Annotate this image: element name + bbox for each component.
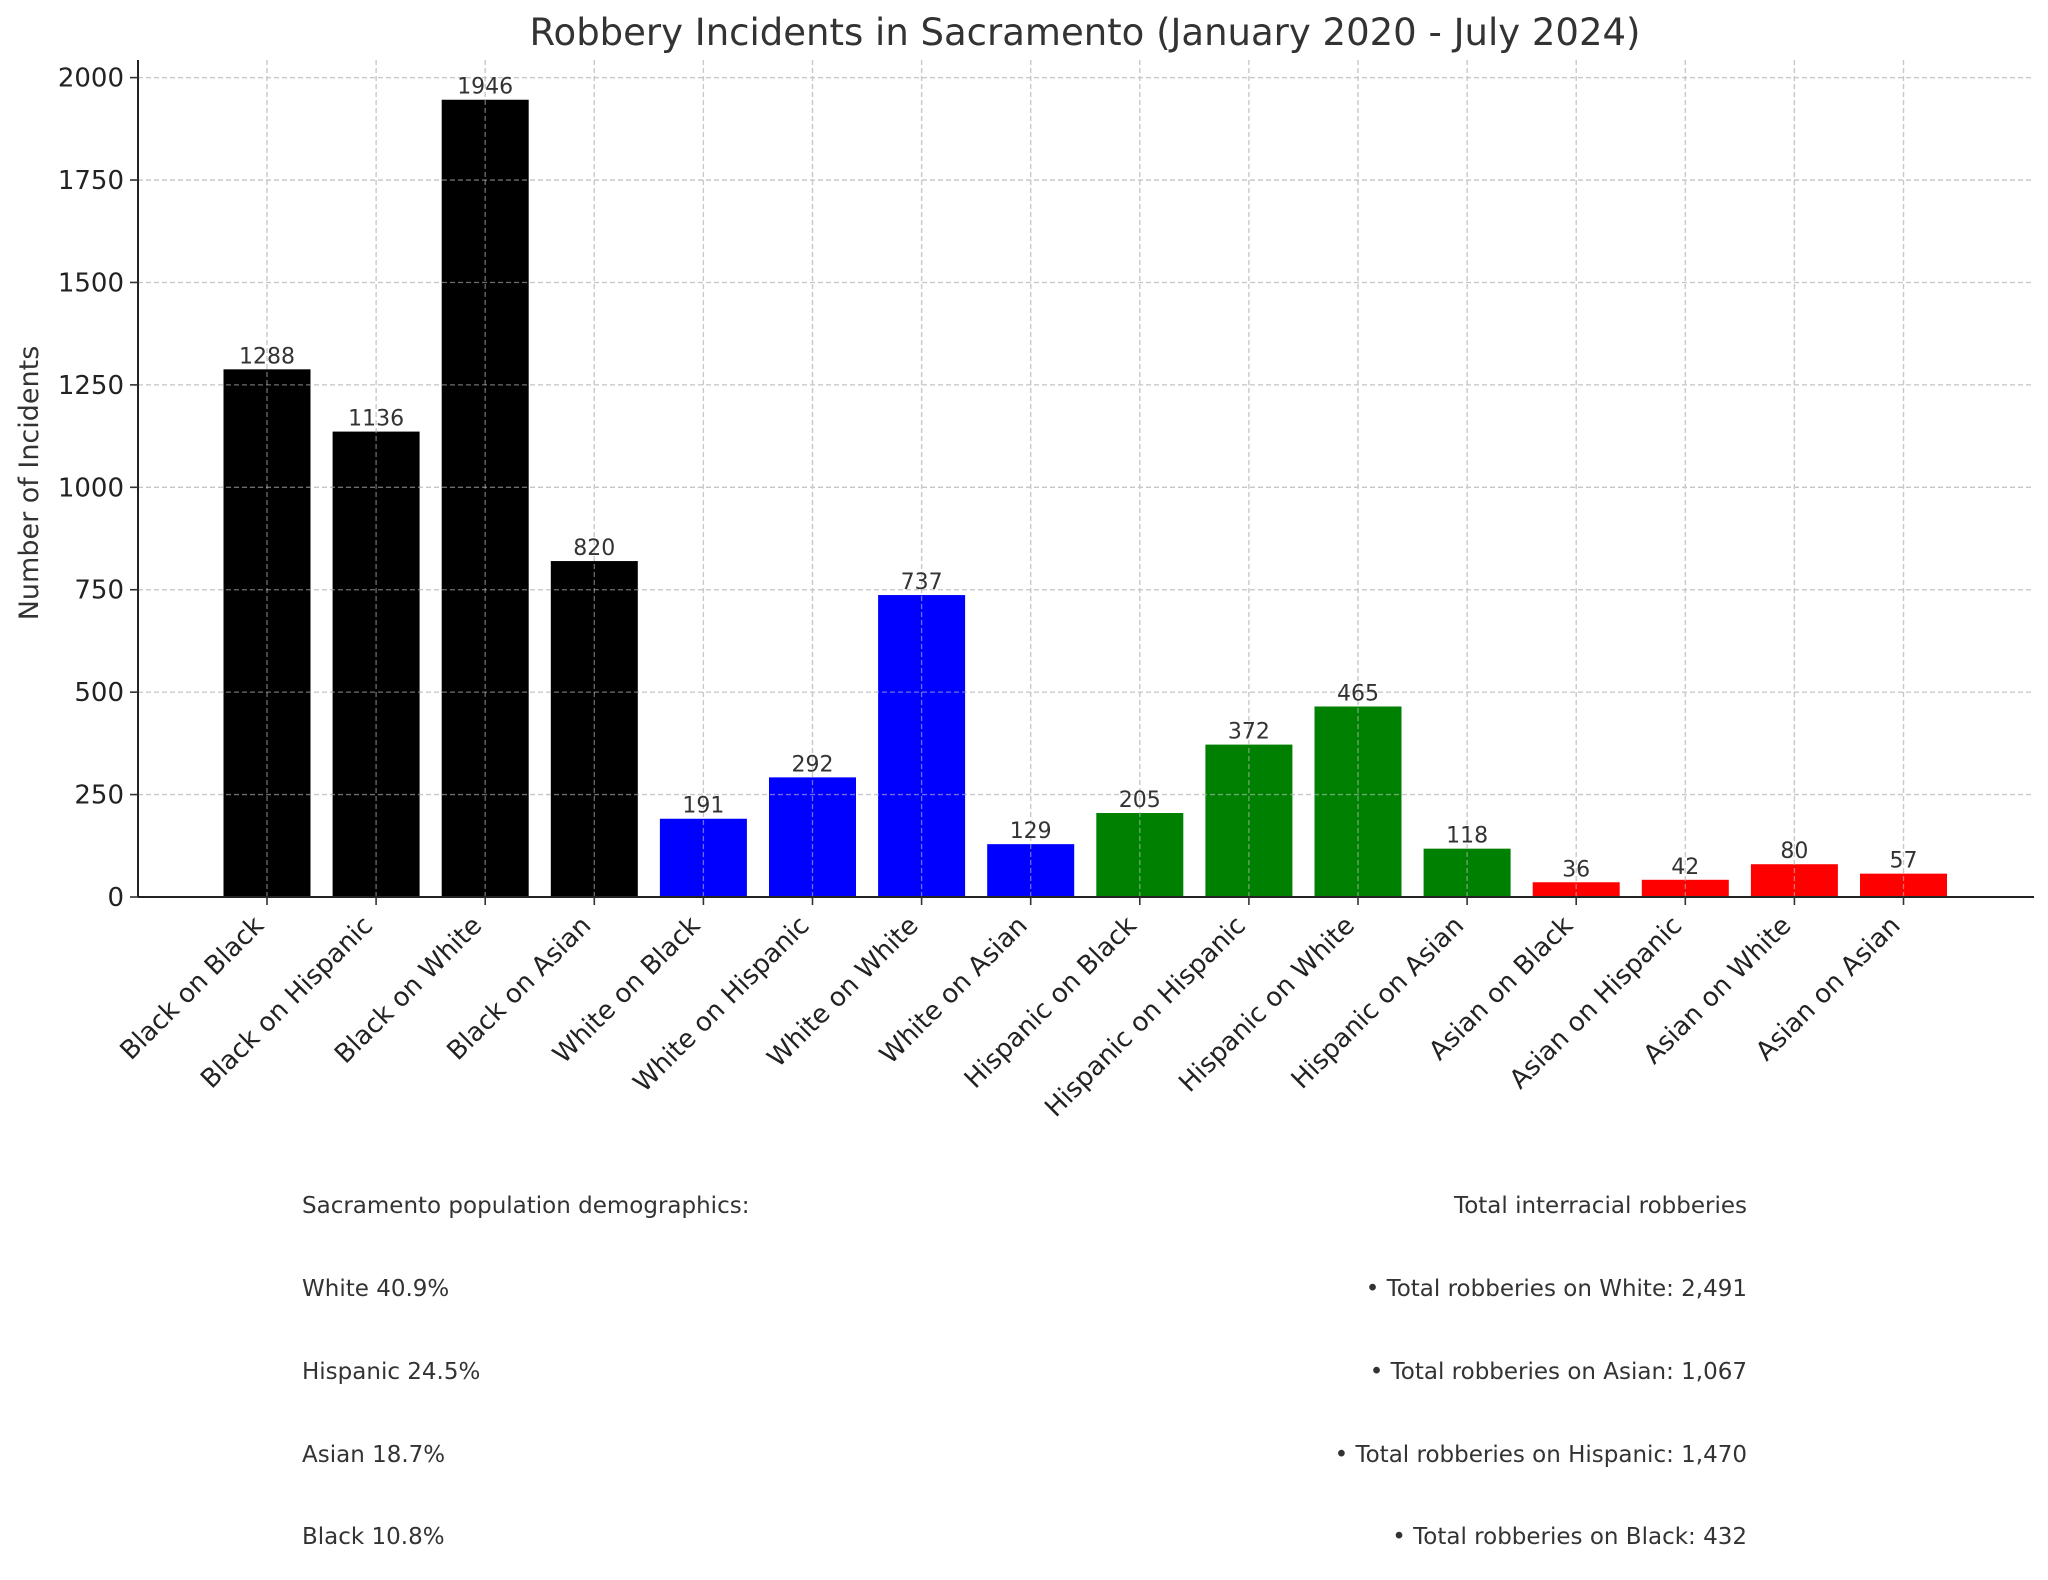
bar-value-label: 129 xyxy=(1010,819,1052,844)
totals-line: • Total robberies on White: 2,491 xyxy=(1365,1275,1747,1302)
bar xyxy=(1532,882,1620,897)
y-tick-label: 0 xyxy=(107,883,124,913)
y-tick-label: 500 xyxy=(74,678,124,708)
demographics-note: Sacramento population demographics: Whit… xyxy=(302,1138,749,1580)
bar-value-label: 205 xyxy=(1119,788,1161,813)
y-ticks: 0 250 500 750 1000 1250 1500 1750 2000 xyxy=(58,64,138,913)
bar-value-label: 292 xyxy=(792,752,834,777)
x-tick-label: Hispanic on Hispanic xyxy=(1039,911,1251,1123)
y-tick-label: 750 xyxy=(74,576,124,606)
grid-overlay xyxy=(138,60,2034,898)
demographics-line: Black 10.8% xyxy=(302,1524,445,1551)
data-labels: 1288 1136 1946 820 191 292 737 129 205 372 465 118 3… xyxy=(239,75,1918,883)
demographics-line: Asian 18.7% xyxy=(302,1441,446,1468)
bars xyxy=(223,99,1947,898)
y-tick-label: 1500 xyxy=(58,268,124,298)
bar-value-label: 1946 xyxy=(457,75,513,100)
axes xyxy=(137,60,2034,898)
bar-value-label: 820 xyxy=(573,536,615,561)
y-tick-label: 1000 xyxy=(58,473,124,503)
totals-heading: Total interracial robberies xyxy=(1454,1193,1747,1220)
bar-value-label: 191 xyxy=(682,794,724,819)
bar-value-label: 36 xyxy=(1562,857,1590,882)
bar-value-label: 80 xyxy=(1780,839,1808,864)
demographics-line: White 40.9% xyxy=(302,1275,450,1302)
chart-title: Robbery Incidents in Sacramento (January… xyxy=(530,11,1641,54)
y-tick-label: 1750 xyxy=(58,166,124,196)
y-tick-label: 1250 xyxy=(58,371,124,401)
bar xyxy=(441,99,529,897)
interracial-totals-note: Total interracial robberies • Total robb… xyxy=(1335,1138,1747,1580)
bar-chart: Robbery Incidents in Sacramento (January… xyxy=(14,11,2034,1123)
grid-lines xyxy=(138,60,2034,898)
totals-line: • Total robberies on Asian: 1,067 xyxy=(1369,1358,1747,1385)
bar xyxy=(223,369,311,898)
bar-value-label: 737 xyxy=(901,570,943,595)
bar-value-label: 118 xyxy=(1446,824,1488,849)
y-tick-label: 2000 xyxy=(58,64,124,94)
y-axis-label: Number of Incidents xyxy=(14,346,45,621)
demographics-heading: Sacramento population demographics: xyxy=(302,1193,750,1220)
bar-value-label: 1288 xyxy=(239,344,295,369)
totals-line: • Total robberies on Hispanic: 1,470 xyxy=(1334,1441,1747,1468)
demographics-line: Hispanic 24.5% xyxy=(302,1358,481,1385)
bar-value-label: 1136 xyxy=(348,407,404,432)
bar-value-label: 372 xyxy=(1228,720,1270,745)
bar xyxy=(1314,706,1402,897)
totals-line: • Total robberies on Black: 432 xyxy=(1392,1524,1747,1551)
bar-value-label: 465 xyxy=(1337,681,1379,706)
y-tick-label: 250 xyxy=(74,781,124,811)
bar-value-label: 57 xyxy=(1890,849,1918,874)
bar-value-label: 42 xyxy=(1671,855,1699,880)
bar xyxy=(550,561,638,897)
